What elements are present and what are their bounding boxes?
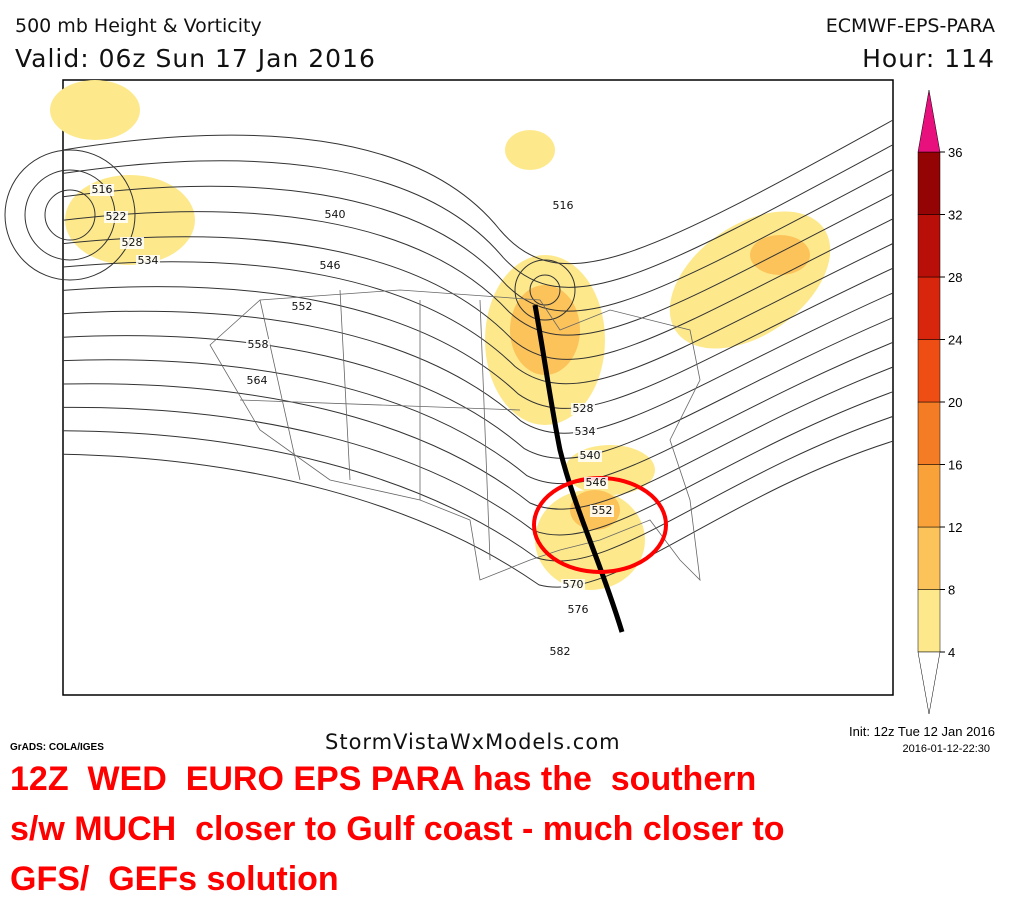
colorbar-tick-label: 8	[948, 583, 955, 598]
contour	[62, 341, 894, 485]
colorbar-bin	[917, 401, 941, 465]
map: 516 522 528 534 540 546 552 558 564 516 528 534 540 5…	[4, 79, 894, 696]
shade	[750, 235, 810, 275]
label-bg	[323, 209, 347, 221]
colorbar-bin	[917, 214, 941, 278]
contour	[62, 267, 894, 409]
colorbar-bin	[917, 276, 941, 340]
forecast-hour: Hour: 114	[862, 44, 995, 73]
contour-label: 570	[563, 578, 584, 591]
colorbar-bin	[917, 589, 941, 653]
label-bg	[120, 237, 144, 249]
label-bg	[578, 450, 602, 462]
us-outline	[209, 289, 701, 582]
contour-label: 540	[325, 208, 346, 221]
shade	[50, 80, 140, 140]
label-bg	[566, 604, 590, 616]
label-bg	[571, 403, 595, 415]
label-bg	[590, 505, 614, 517]
contour	[62, 218, 894, 360]
colorbar-above	[917, 89, 941, 153]
contour-label: 552	[592, 504, 613, 517]
label-bg	[548, 646, 572, 658]
colorbar-tick-label: 20	[948, 395, 962, 410]
label-bg	[245, 375, 269, 387]
annotation-line: GFS/ GEFs solution	[10, 860, 339, 898]
colorbar-tick-label: 32	[948, 208, 962, 223]
contour	[4, 149, 136, 281]
colorbar-tick-label: 12	[948, 520, 962, 535]
contour	[62, 415, 894, 562]
contour	[514, 259, 576, 321]
contour	[62, 168, 894, 312]
state-lines	[239, 289, 521, 561]
label-bg	[290, 301, 314, 313]
colorbar-tick-label: 28	[948, 270, 962, 285]
contour-label: 564	[247, 374, 268, 387]
annotation-line: 12Z WED EURO EPS PARA has the southern	[10, 760, 756, 798]
colorbar-below	[917, 651, 941, 715]
colorbar: 4 8 12 16 20 24 28 32 36	[917, 89, 962, 715]
colorbar-bin	[917, 151, 941, 215]
contour-label: 540	[580, 449, 601, 462]
contour	[62, 193, 894, 336]
contour-label: 528	[573, 402, 594, 415]
contour	[44, 189, 96, 241]
map-frame	[62, 79, 894, 696]
contour-label: 528	[122, 236, 143, 249]
model-name: ECMWF-EPS-PARA	[826, 15, 995, 37]
colorbar-bin	[917, 464, 941, 528]
contour-label: 546	[320, 259, 341, 272]
label-bg	[561, 579, 585, 591]
contour-label: 516	[553, 199, 574, 212]
timestamp: 2016-01-12-22:30	[903, 743, 990, 755]
contour	[62, 144, 894, 288]
colorbar-tick-label: 24	[948, 333, 962, 348]
valid-time: Valid: 06z Sun 17 Jan 2016	[15, 44, 376, 73]
contour-label: 546	[586, 476, 607, 489]
contour-label: 522	[106, 210, 127, 223]
label-bg	[90, 184, 114, 196]
contour	[529, 274, 561, 306]
borders	[209, 289, 701, 582]
contour	[62, 243, 894, 385]
site: StormVistaWxModels.com	[325, 730, 621, 754]
contour-label: 516	[92, 183, 113, 196]
contour	[62, 440, 894, 588]
contour-label: 576	[568, 603, 589, 616]
height-contours	[4, 119, 894, 588]
annotation-line: s/w MUCH closer to Gulf coast - much clo…	[10, 810, 785, 848]
contour-label: 534	[575, 425, 596, 438]
label-bg	[573, 426, 597, 438]
contour	[62, 292, 894, 434]
contour	[62, 317, 894, 459]
colorbar-tick-label: 4	[948, 645, 955, 660]
shade	[505, 130, 555, 170]
contour	[62, 119, 894, 265]
colorbar-bin	[917, 339, 941, 403]
contour-label: 582	[550, 645, 571, 658]
contour-labels: 516 522 528 534 540 546 552 558 564 516 528 534 540 5…	[90, 183, 614, 658]
colorbar-bin	[917, 526, 941, 590]
label-bg	[551, 200, 575, 212]
init-time: Init: 12z Tue 12 Jan 2016	[849, 724, 995, 739]
contour-label: 558	[248, 338, 269, 351]
credit: GrADS: COLA/IGES	[10, 742, 104, 753]
contour	[62, 366, 894, 510]
colorbar-tick-label: 16	[948, 458, 962, 473]
colorbar-tick-label: 36	[948, 145, 962, 160]
shade	[510, 285, 580, 375]
contour-label: 552	[292, 300, 313, 313]
map-title: 500 mb Height & Vorticity	[15, 15, 262, 37]
label-bg	[318, 260, 342, 272]
label-bg	[136, 255, 160, 267]
shade	[65, 175, 195, 265]
label-bg	[104, 211, 128, 223]
contour-label: 534	[138, 254, 159, 267]
label-bg	[246, 339, 270, 351]
label-bg	[584, 477, 608, 489]
